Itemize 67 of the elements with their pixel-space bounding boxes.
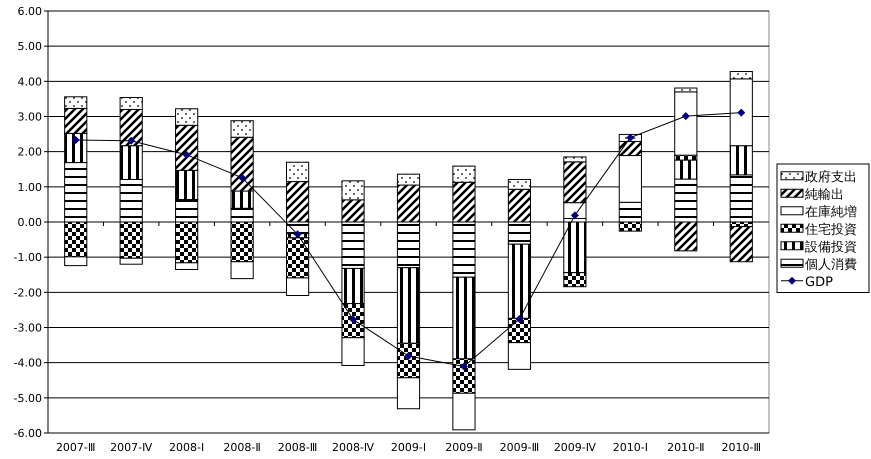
y-tick-label: 0.00 [18, 216, 42, 229]
x-tick-label: 2009-Ⅰ [390, 441, 426, 454]
x-tick-label: 2009-Ⅱ [445, 441, 483, 454]
x-tick-label: 2009-Ⅳ [554, 441, 597, 454]
bar [563, 272, 586, 288]
legend-label: 在庫純増 [805, 204, 857, 220]
bar [120, 258, 143, 265]
y-tick-label: 6.00 [18, 5, 42, 18]
bar [341, 199, 365, 222]
y-tick-label: 5.00 [18, 40, 42, 54]
legend-label: 純輸出 [805, 187, 844, 202]
bar [64, 96, 88, 109]
legend-label: 個人消費 [805, 257, 857, 272]
point [72, 136, 80, 144]
y-tick-label: 1.00 [18, 180, 42, 194]
point [127, 136, 136, 145]
legend-label: 設備投資 [805, 240, 857, 255]
point [570, 211, 579, 220]
point [349, 315, 358, 324]
point [682, 112, 690, 120]
legend-label: 政府支出 [805, 168, 857, 185]
bar [120, 97, 143, 110]
x-tick-label: 2008-Ⅰ [169, 441, 204, 454]
y-tick-label: -1.00 [14, 251, 42, 264]
bar [230, 261, 254, 280]
bar [230, 120, 254, 138]
bar [508, 188, 532, 222]
bar [730, 70, 753, 80]
bar [396, 174, 420, 186]
point [737, 108, 746, 117]
bar [230, 190, 254, 209]
point [460, 362, 468, 371]
bar [508, 222, 532, 245]
bar [674, 160, 698, 180]
bar [175, 262, 198, 270]
point [515, 315, 524, 324]
x-tick-label: 2008-Ⅱ [223, 441, 261, 454]
x-tick-label: 2010-Ⅰ [612, 441, 648, 454]
y-tick-label: -5.00 [14, 392, 42, 405]
y-tick-label: 2.00 [18, 146, 42, 159]
bar [674, 88, 698, 92]
x-tick-label: 2010-Ⅲ [721, 441, 762, 454]
y-tick-label: -3.00 [14, 322, 42, 334]
point [238, 174, 246, 182]
y-tick-label: 4.00 [18, 75, 42, 88]
bar [452, 166, 476, 183]
x-tick-label: 2008-Ⅳ [332, 441, 375, 454]
legend-label: 住宅投資 [804, 221, 857, 238]
point [294, 230, 302, 238]
bar [286, 162, 310, 182]
bar [563, 156, 586, 162]
bar [64, 222, 88, 258]
point [404, 352, 412, 360]
x-tick-label: 2009-Ⅲ [500, 441, 540, 454]
x-tick-label: 2010-Ⅱ [667, 441, 705, 454]
x-tick-label: 2007-Ⅲ [56, 441, 96, 454]
bar [175, 198, 198, 222]
y-tick-label: -4.00 [14, 356, 42, 370]
y-tick-label: -6.00 [14, 427, 42, 440]
y-tick-label: -2.00 [14, 286, 42, 300]
y-tick-label: 3.00 [18, 110, 42, 124]
legend-label: GDP [805, 274, 834, 290]
bar [674, 222, 698, 252]
x-tick-label: 2007-Ⅳ [110, 441, 154, 454]
x-tick-label: 2008-Ⅲ [278, 441, 318, 454]
point [182, 150, 191, 159]
point [626, 134, 634, 142]
